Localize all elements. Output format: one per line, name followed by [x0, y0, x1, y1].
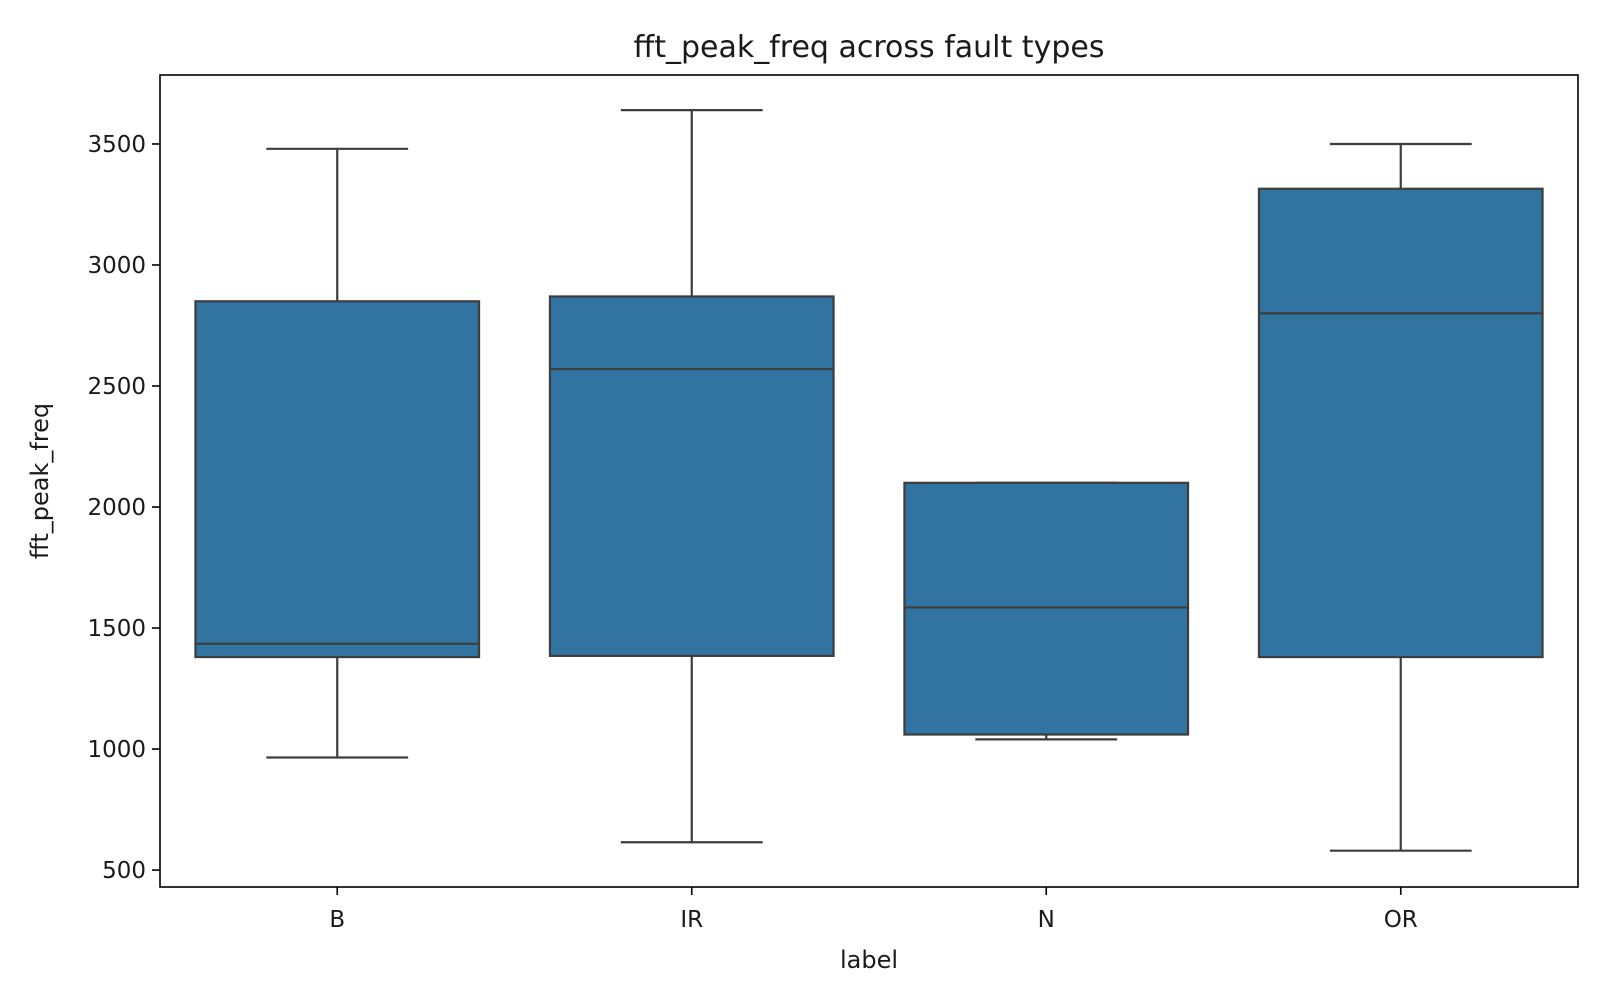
box-layer: [194, 108, 1544, 852]
x-axis-label: label: [840, 946, 898, 974]
plot-frame: [159, 74, 1579, 888]
y-tick-label: 2000: [87, 495, 146, 521]
box-group-or: [1257, 142, 1544, 852]
box-or: [1257, 187, 1544, 659]
chart-title: fft_peak_freq across fault types: [634, 30, 1105, 65]
x-axis-ticks: B IR N OR: [329, 887, 1418, 933]
box-b: [194, 300, 481, 659]
y-tick-label: 3000: [87, 253, 146, 279]
box-group-ir: [548, 108, 835, 844]
x-tick-label: IR: [680, 907, 703, 933]
y-axis-ticks: 500 1000 1500 2000 2500 3000 3500: [87, 132, 160, 884]
y-tick-label: 500: [102, 858, 146, 884]
y-tick-label: 1000: [87, 737, 146, 763]
x-tick-label: OR: [1384, 907, 1418, 933]
y-tick-label: 1500: [87, 616, 146, 642]
box-n: [903, 481, 1190, 736]
box-group-b: [194, 147, 481, 759]
y-tick-label: 2500: [87, 374, 146, 400]
x-tick-label: B: [329, 907, 345, 933]
y-axis-label: fft_peak_freq: [26, 403, 54, 559]
box-ir: [548, 295, 835, 657]
box-group-n: [903, 481, 1190, 741]
x-tick-label: N: [1038, 907, 1055, 933]
y-tick-label: 3500: [87, 132, 146, 158]
